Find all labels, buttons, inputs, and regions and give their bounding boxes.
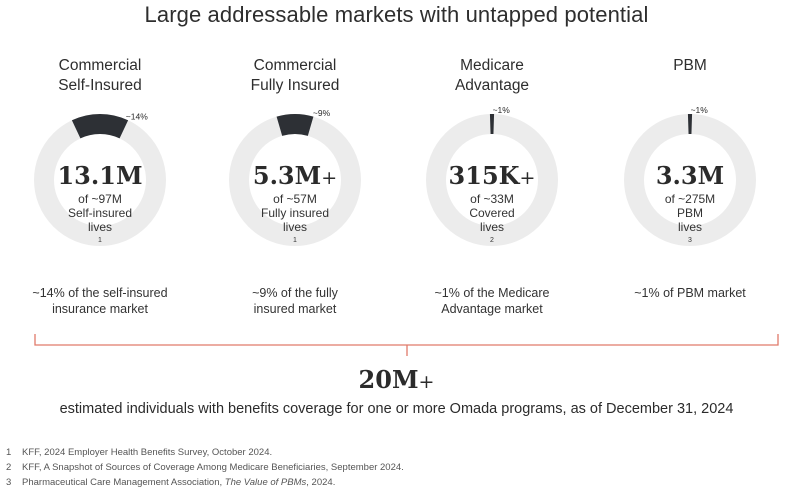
market-sub: of ~33M Covered lives 2	[422, 192, 562, 250]
market-sub-lives: lives	[677, 220, 702, 234]
market-sub-line1: of ~57M	[273, 192, 317, 206]
footnote-text-italic: The Value of PBMs	[224, 477, 307, 488]
market-commercial-fully-insured: Commercial Fully Insured ~9% 5.3M+ of ~5…	[205, 0, 385, 320]
footnote-1: 1 KFF, 2024 Employer Health Benefits Surv…	[6, 447, 272, 458]
market-sub-line3: lives 1	[30, 220, 170, 250]
market-value-number: 5.3M	[252, 161, 322, 190]
footnote-number: 2	[6, 462, 12, 473]
footnote-text: KFF, A Snapshot of Sources of Coverage A…	[22, 462, 404, 473]
market-sub-lives: lives	[87, 220, 112, 234]
market-title: Commercial Fully Insured	[205, 56, 385, 96]
donut-share-segment	[276, 114, 314, 136]
donut-chart: ~14%	[34, 112, 166, 246]
market-caption: ~9% of the fully insured market	[205, 285, 385, 317]
total-plus: +	[418, 371, 435, 393]
footnote-text-after: , 2024.	[306, 477, 336, 488]
total-number: 20M	[358, 365, 419, 394]
market-value-plus: +	[321, 167, 338, 189]
bracket-line	[34, 334, 779, 346]
market-title: PBM	[600, 56, 780, 76]
footnote-ref: 1	[293, 237, 297, 244]
market-sub: of ~275M PBM lives 3	[620, 192, 760, 250]
market-sub-line2: Covered	[469, 206, 515, 220]
donut-chart: ~1%	[624, 105, 756, 246]
footnote-2: 2 KFF, A Snapshot of Sources of Coverage …	[6, 462, 404, 473]
market-caption-line1: ~1% of PBM market	[634, 286, 746, 300]
market-sub-line3: lives 2	[422, 220, 562, 250]
donut-center: 315K+ of ~33M Covered lives 2	[422, 110, 562, 250]
donut-chart: ~9%	[229, 108, 361, 246]
market-caption-line2: insured market	[253, 302, 337, 316]
market-value-number: 3.3M	[655, 161, 725, 190]
footnote-ref: 3	[688, 237, 692, 244]
donut-share-segment	[489, 114, 495, 135]
donut-center: 5.3M+ of ~57M Fully insured lives 1	[225, 110, 365, 250]
donut-chart: ~1%	[426, 105, 558, 246]
footnote-3: 3 Pharmaceutical Care Management Associat…	[6, 477, 335, 488]
market-value: 13.1M	[30, 162, 170, 192]
donut-center: 3.3M of ~275M PBM lives 3	[620, 110, 760, 250]
market-caption: ~1% of PBM market	[600, 285, 780, 301]
market-title-line2: Fully Insured	[250, 77, 340, 94]
market-medicare-advantage: Medicare Advantage ~1% 315K+ of ~33M Cov…	[402, 0, 582, 320]
market-title-line1: Commercial	[58, 57, 142, 74]
total-value: 20M+	[0, 365, 793, 394]
market-sub-line2: PBM	[676, 206, 703, 220]
market-caption-line1: ~14% of the self-insured	[32, 286, 168, 300]
footnote-ref: 2	[490, 237, 494, 244]
market-caption: ~1% of the Medicare Advantage market	[402, 285, 582, 317]
market-title: Commercial Self-Insured	[10, 56, 190, 96]
market-sub-line1: of ~97M	[78, 192, 122, 206]
footnote-text-before: Pharmaceutical Care Management Associati…	[22, 477, 225, 488]
market-title-line1: Commercial	[253, 57, 337, 74]
market-sub-lives: lives	[282, 220, 307, 234]
market-value-number: 13.1M	[57, 161, 143, 190]
market-sub-lives: lives	[479, 220, 504, 234]
market-sub: of ~57M Fully insured lives 1	[225, 192, 365, 250]
market-sub-line2: Fully insured	[260, 206, 330, 220]
market-value: 3.3M	[620, 162, 760, 192]
market-caption-line2: Advantage market	[441, 302, 543, 316]
market-sub-line1: of ~275M	[664, 192, 716, 206]
market-title-line2: Advantage	[454, 77, 530, 94]
footnote-number: 3	[6, 477, 12, 488]
market-title-line2: Self-Insured	[58, 77, 142, 94]
market-sub-line1: of ~33M	[470, 192, 514, 206]
market-value-number: 315K	[448, 161, 520, 190]
market-sub: of ~97M Self-insured lives 1	[30, 192, 170, 250]
market-title: Medicare Advantage	[402, 56, 582, 96]
market-caption-line1: ~9% of the fully	[252, 286, 338, 300]
market-sub-line3: lives 1	[225, 220, 365, 250]
market-value: 315K+	[422, 162, 562, 192]
market-value-plus: +	[519, 167, 536, 189]
share-label: ~1%	[493, 105, 511, 115]
market-value: 5.3M+	[225, 162, 365, 192]
donut-share-segment	[687, 114, 693, 135]
market-caption-line2: insurance market	[52, 302, 148, 316]
market-sub-line2: Self-insured	[67, 206, 133, 220]
market-title-line2: PBM	[673, 57, 707, 74]
donut-center: 13.1M of ~97M Self-insured lives 1	[30, 110, 170, 250]
market-commercial-self-insured: Commercial Self-Insured ~14% 13.1M of ~9…	[10, 0, 190, 320]
share-label: ~1%	[691, 105, 709, 115]
footnote-text: KFF, 2024 Employer Health Benefits Surve…	[22, 447, 273, 458]
donut-share-segment	[71, 114, 129, 139]
market-title-line1: Medicare	[460, 57, 524, 74]
footnote-number: 1	[6, 447, 12, 458]
share-label: ~14%	[126, 112, 148, 122]
page-title: Large addressable markets with untapped …	[144, 2, 649, 27]
market-caption: ~14% of the self-insured insurance marke…	[10, 285, 190, 317]
footnote-ref: 1	[98, 237, 102, 244]
market-sub-line3: lives 3	[620, 220, 760, 250]
share-label: ~9%	[313, 108, 331, 118]
market-caption-line1: ~1% of the Medicare	[434, 286, 550, 300]
total-description: estimated individuals with benefits cove…	[59, 401, 734, 417]
market-pbm: PBM ~1% 3.3M of ~275M PBM lives 3 ~1% of …	[600, 0, 780, 320]
